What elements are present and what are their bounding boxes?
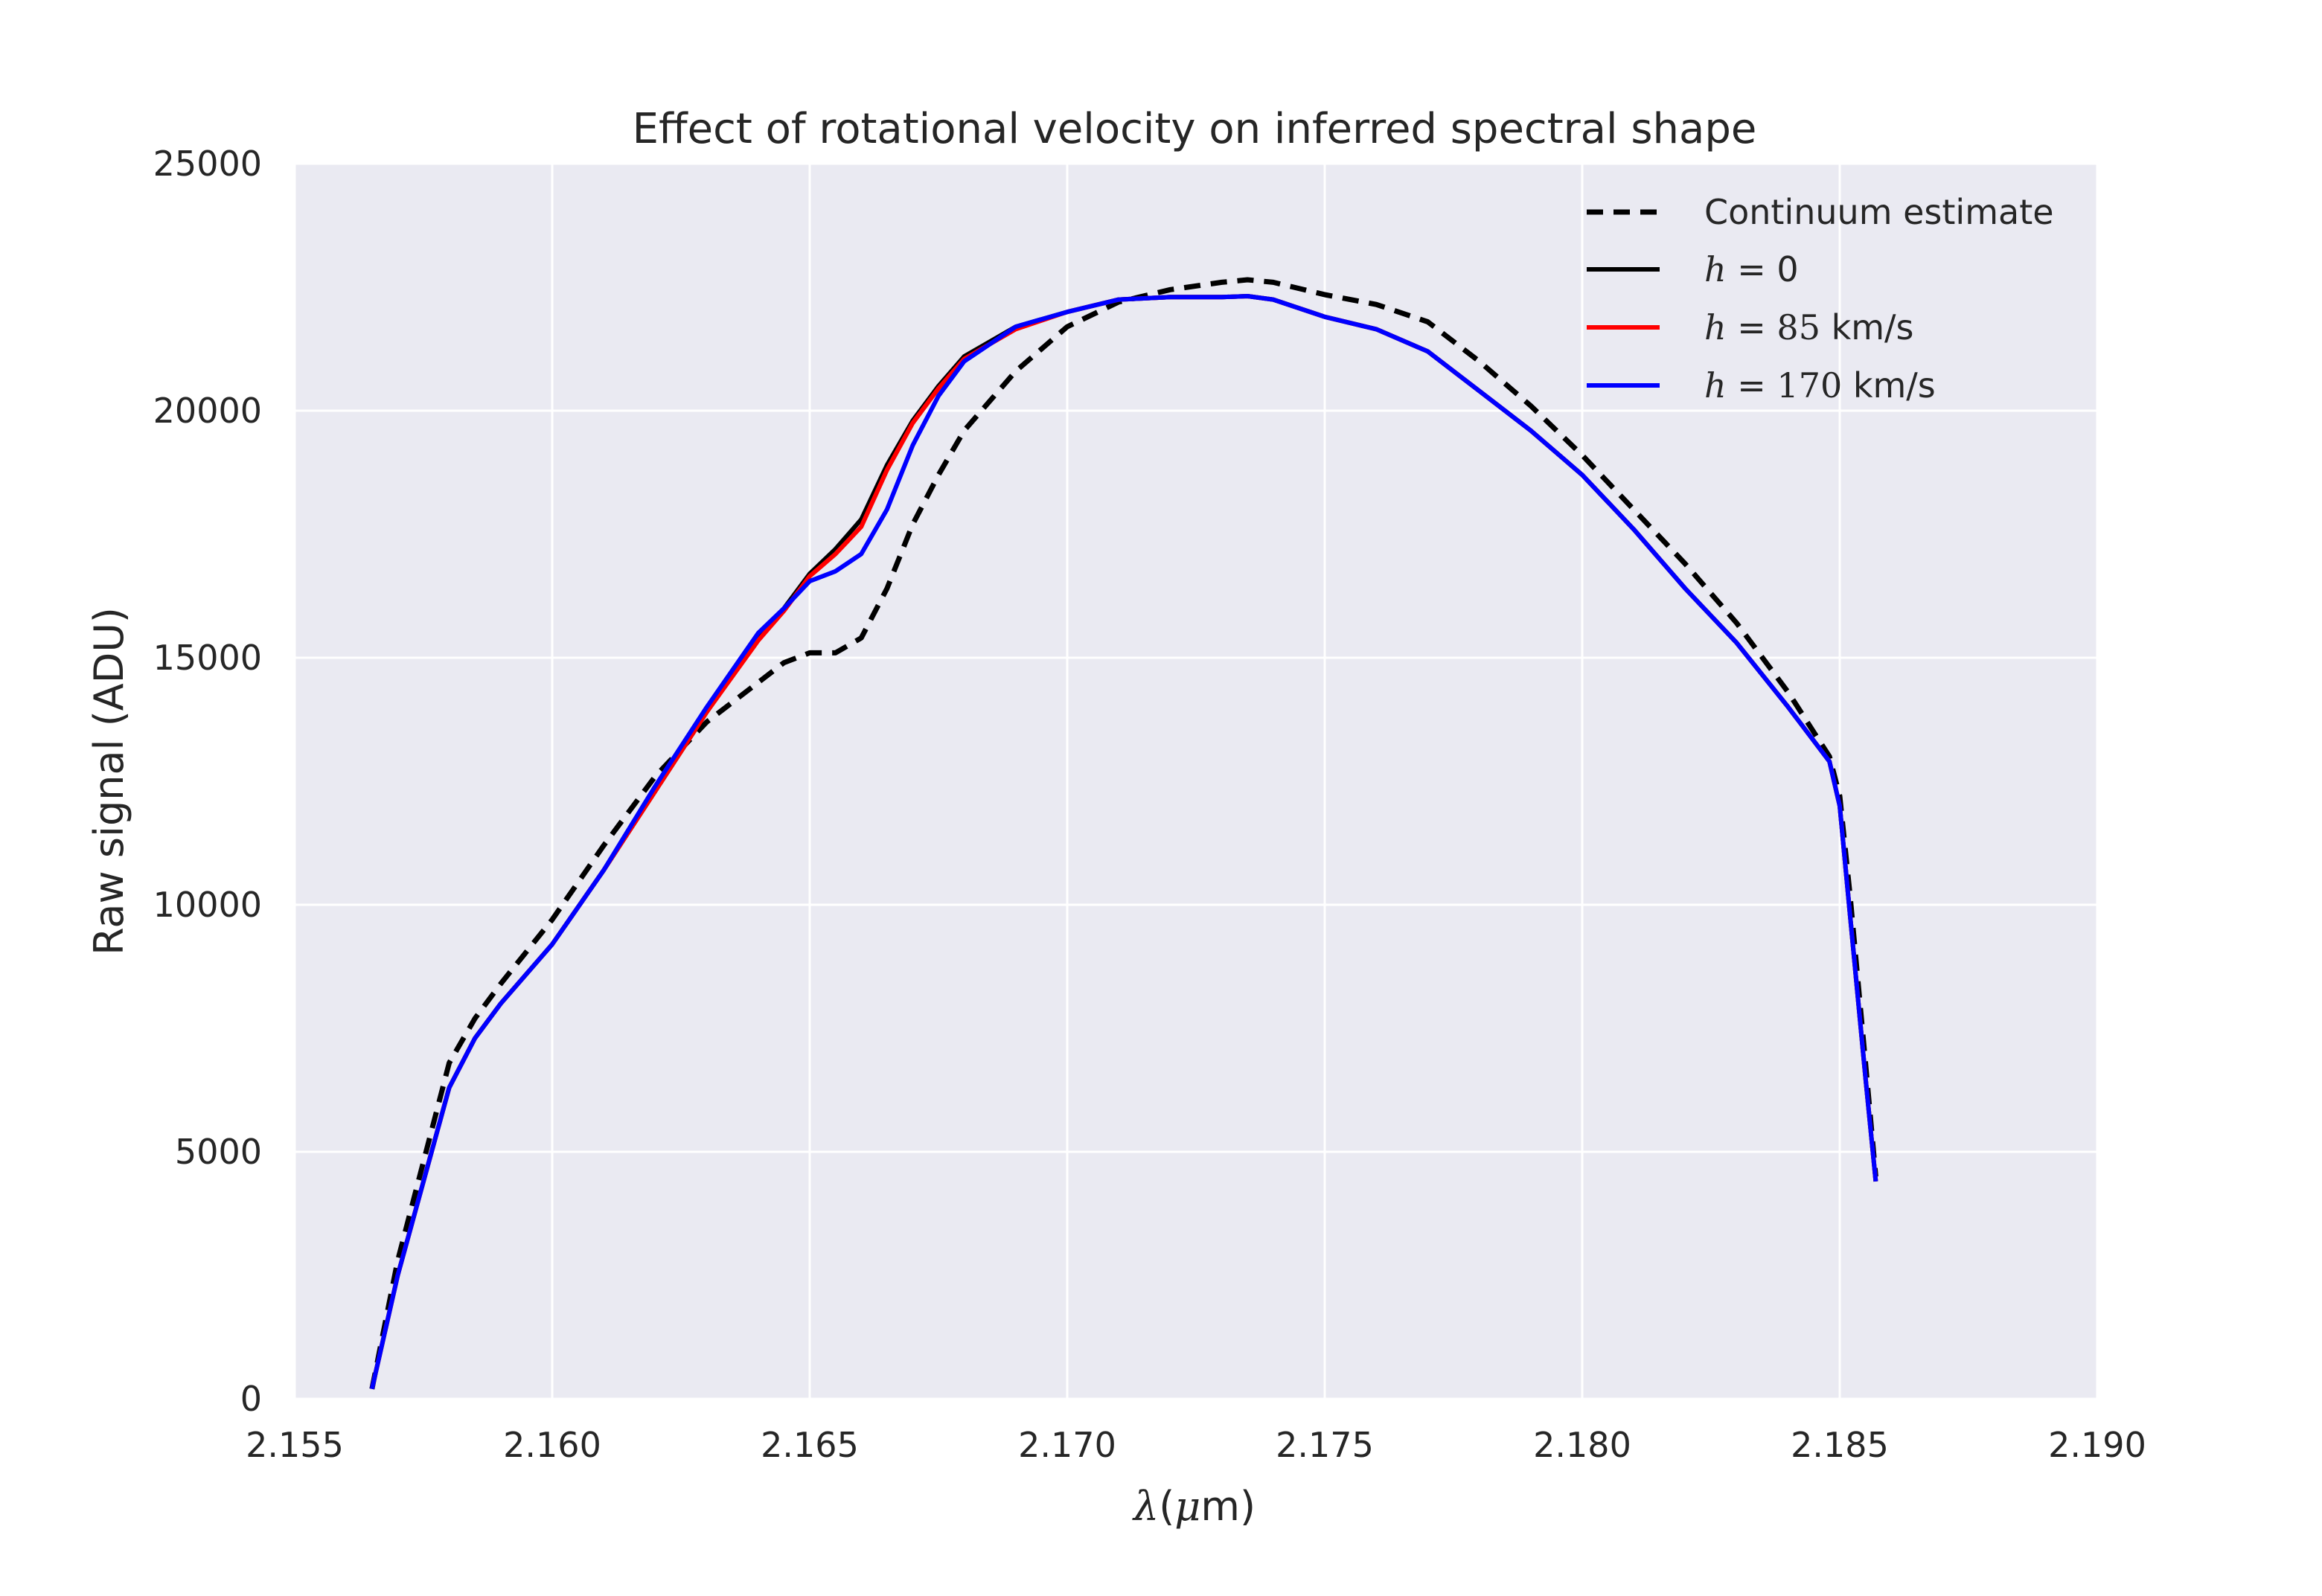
legend-number: 85 — [1766, 307, 1820, 347]
x-axis-label-paren: ( — [1159, 1483, 1174, 1530]
x-axis-label: λ(μm) — [1132, 1483, 1256, 1530]
plot-area — [295, 164, 2097, 1399]
x-tick-label: 2.175 — [1276, 1425, 1374, 1465]
y-tick-label: 10000 — [153, 885, 262, 925]
legend-h-85-label: h = 85 km/s — [1704, 307, 1914, 347]
y-tick-label: 20000 — [153, 391, 262, 431]
legend-h-0-label: h = 0 — [1704, 249, 1799, 289]
legend-continuum-estimate-label: Continuum estimate — [1704, 192, 2054, 232]
legend-text: km/s — [1820, 307, 1914, 347]
x-tick-label: 2.170 — [1018, 1425, 1116, 1465]
y-tick-label: 0 — [240, 1379, 262, 1419]
legend-text: km/s — [1842, 365, 1936, 406]
legend-text: = 0 — [1727, 249, 1799, 289]
legend-math-symbol: h — [1704, 307, 1727, 347]
series-h-170 — [369, 294, 1878, 1390]
y-tick-label: 25000 — [153, 144, 262, 184]
series-continuum-estimate — [369, 277, 1878, 1390]
legend-equals: = — [1727, 307, 1766, 347]
x-tick-label: 2.160 — [503, 1425, 601, 1465]
chart-title: Effect of rotational velocity on inferre… — [633, 105, 1757, 153]
y-tick-labels: 0 5000 10000 15000 20000 25000 — [153, 144, 262, 1419]
x-tick-label: 2.185 — [1791, 1425, 1889, 1465]
grid-lines — [293, 162, 2099, 1400]
series-layer — [369, 277, 1878, 1390]
legend-h-170-label: h = 170 km/s — [1704, 365, 1936, 406]
x-tick-label: 2.180 — [1533, 1425, 1631, 1465]
x-axis-label-unit-symbol: μ — [1174, 1483, 1200, 1530]
legend-number: 170 — [1766, 365, 1842, 406]
y-axis-label: Raw signal (ADU) — [86, 607, 132, 955]
y-tick-label: 5000 — [175, 1132, 262, 1172]
x-tick-label: 2.155 — [246, 1425, 344, 1465]
y-tick-label: 15000 — [153, 638, 262, 678]
legend-math-symbol: h — [1704, 249, 1727, 289]
x-tick-label: 2.190 — [2048, 1425, 2146, 1465]
legend-math-symbol: h — [1704, 365, 1727, 406]
x-axis-label-symbol: λ — [1132, 1483, 1159, 1530]
legend-equals: = — [1727, 365, 1766, 406]
legend-text: Continuum estimate — [1704, 192, 2054, 232]
x-tick-label: 2.165 — [761, 1425, 859, 1465]
x-axis-label-unit: m) — [1200, 1483, 1256, 1530]
x-tick-labels: 2.155 2.160 2.165 2.170 2.175 2.180 2.185 2.190 — [246, 1425, 2146, 1465]
